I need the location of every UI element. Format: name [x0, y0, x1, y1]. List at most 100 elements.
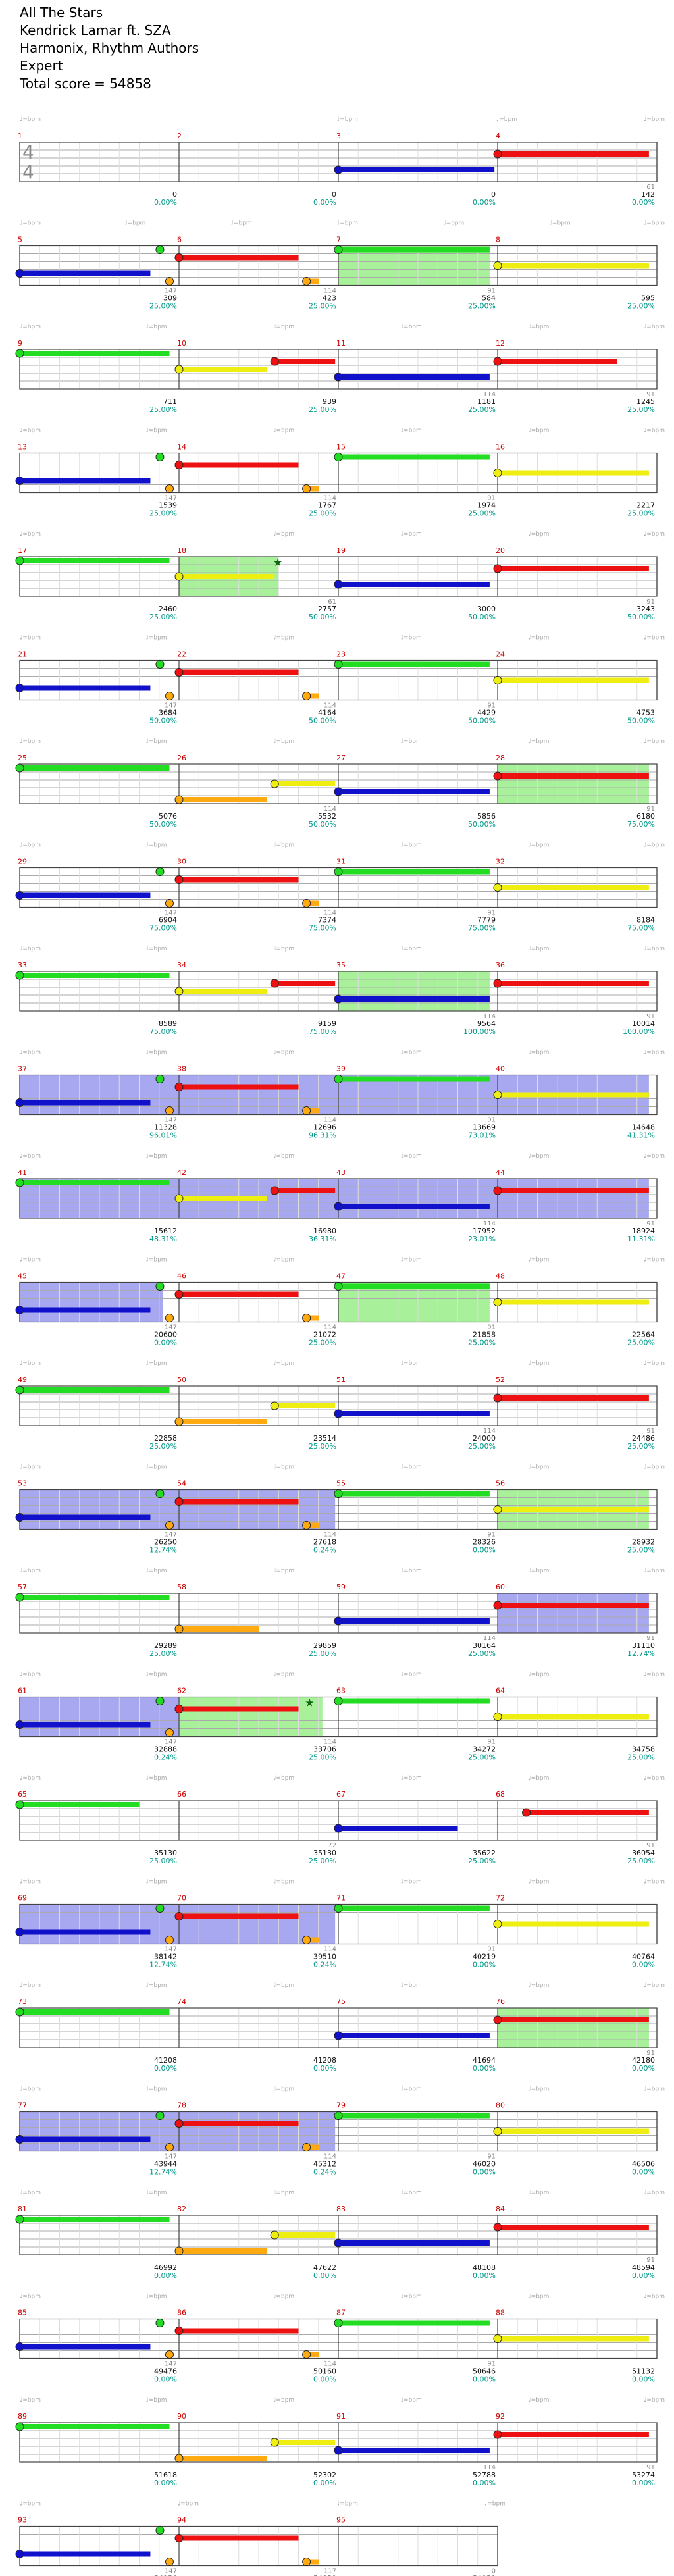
measure-score: 35622	[473, 1849, 496, 1857]
red-sustain	[498, 2432, 649, 2437]
tempo-marker: ♩=bpm	[644, 738, 665, 745]
note-count: 147	[165, 702, 177, 709]
orange-sustain	[306, 1522, 319, 1528]
measure-percent: 25.00%	[627, 405, 655, 414]
green-sustain	[338, 2113, 490, 2119]
measure-number: 52	[496, 1376, 505, 1384]
tempo-marker: ♩=bpm	[20, 2501, 41, 2508]
solo-section	[498, 764, 649, 804]
green-note	[15, 2215, 24, 2224]
chart-row: ♩=bpm ♩=bpm ♩=bpm ♩=bpm44100.00%200.00%300.…	[18, 116, 665, 207]
measure-number: 92	[496, 2412, 505, 2421]
orange-note	[165, 2143, 174, 2151]
green-note	[334, 867, 343, 876]
measure-score: 54858	[313, 2575, 336, 2576]
red-sustain	[179, 462, 299, 468]
note-count: 91	[487, 910, 496, 917]
green-note	[155, 1904, 165, 1913]
red-sustain	[498, 2225, 649, 2230]
tempo-marker: ♩=bpm	[644, 946, 665, 952]
measure-score: 9159	[318, 1019, 336, 1028]
measure-percent: 0.00%	[473, 2271, 496, 2280]
song-artist: Kendrick Lamar ft. SZA	[20, 22, 171, 38]
tempo-marker: ♩=bpm	[178, 2501, 199, 2508]
orange-note	[165, 899, 174, 908]
green-note	[15, 763, 24, 773]
measure-number: 1	[18, 132, 22, 140]
measure-number: 35	[336, 961, 346, 969]
blue-note	[334, 2031, 343, 2040]
chart-row: ♩=bpm ♩=bpm ♩=bpm ♩=bpm ♩=bpm ♩=bpm 69 14738142…	[15, 1879, 665, 1969]
solo-section	[498, 2008, 649, 2048]
green-note	[155, 1489, 165, 1498]
orange-note	[165, 1521, 174, 1530]
red-sustain	[498, 981, 649, 986]
measure-number: 70	[177, 1894, 186, 1903]
measure-score: 41694	[473, 2056, 496, 2065]
note-count: 91	[646, 806, 655, 813]
measure-score: 50160	[313, 2367, 336, 2376]
measure-percent: 25.00%	[627, 509, 655, 518]
orange-sustain	[179, 2456, 267, 2461]
measure-score: 17952	[473, 1227, 496, 1235]
measure-score: 21858	[473, 1331, 496, 1339]
measure-percent: 0.00%	[313, 2375, 336, 2384]
measure-score: 30164	[473, 1641, 496, 1650]
tempo-marker: ♩=bpm	[20, 2397, 41, 2404]
staff-frame	[19, 2007, 658, 2048]
measure-score: 48108	[473, 2263, 496, 2272]
tempo-marker: ♩=bpm	[443, 220, 464, 227]
note-count: 114	[324, 2153, 336, 2161]
note-count: 91	[487, 1946, 496, 1953]
chart-row: ♩=bpm ♩=bpm ♩=bpm ♩=bpm ♩=bpm ♩=bpm25507650.0…	[15, 738, 665, 829]
measure-score: 22858	[154, 1434, 177, 1443]
red-sustain	[274, 981, 336, 986]
red-sustain	[498, 773, 649, 779]
measure-percent: 0.00%	[632, 2168, 655, 2177]
tempo-marker: ♩=bpm	[146, 1153, 167, 1160]
tempo-marker: ♩=bpm	[20, 635, 41, 642]
measure-score: 1181	[477, 398, 496, 406]
tempo-marker: ♩=bpm	[401, 635, 422, 642]
blue-note	[334, 1409, 343, 1418]
red-note	[493, 149, 502, 159]
green-sustain	[20, 351, 170, 356]
blue-note	[15, 477, 24, 485]
measure-number: 47	[336, 1272, 346, 1281]
red-sustain	[179, 255, 299, 261]
orange-note	[165, 2558, 174, 2566]
measure-number: 49	[18, 1376, 27, 1384]
measure-number: 25	[18, 754, 27, 762]
note-count: 91	[646, 1013, 655, 1020]
orange-note	[165, 277, 174, 286]
measure-score: 6180	[636, 812, 655, 821]
measure-percent: 12.74%	[627, 1649, 655, 1658]
blue-sustain	[20, 1514, 151, 1520]
measure-score: 29859	[313, 1641, 336, 1650]
chart-row: ♩=bpm ♩=bpm ♩=bpm ♩=bpm ♩=bpm ♩=bpm 37 14711328…	[15, 1050, 665, 1140]
yellow-sustain	[498, 1299, 649, 1305]
tempo-marker: ♩=bpm	[401, 428, 422, 434]
tempo-marker: ♩=bpm	[528, 1672, 549, 1678]
staff-frame	[19, 556, 658, 597]
measure-score: 40219	[473, 1953, 496, 1961]
note-count: 91	[646, 1220, 655, 1227]
measure-number: 34	[177, 961, 186, 969]
measure-score: 54858	[473, 2575, 496, 2576]
orange-sustain	[306, 1108, 319, 1114]
green-note	[15, 1800, 24, 1809]
chart-row: ♩=bpm ♩=bpm ♩=bpm ♩=bpm ♩=bpm ♩=bpm653513025.…	[15, 1775, 665, 1865]
green-note	[15, 971, 24, 980]
measure-percent: 12.74%	[149, 1961, 177, 1969]
blue-sustain	[338, 1411, 490, 1416]
measure-number: 48	[496, 1272, 505, 1281]
measure-score: 142	[641, 190, 655, 199]
measure-number: 73	[18, 1997, 27, 2006]
time-signature-bottom: 4	[22, 161, 34, 183]
measure-score: 42180	[632, 2056, 655, 2065]
red-sustain	[498, 359, 617, 364]
measure-number: 15	[336, 443, 346, 451]
note-count: 147	[165, 910, 177, 917]
measure-percent: 75.00%	[309, 924, 336, 933]
staff-frame	[19, 1385, 658, 1426]
